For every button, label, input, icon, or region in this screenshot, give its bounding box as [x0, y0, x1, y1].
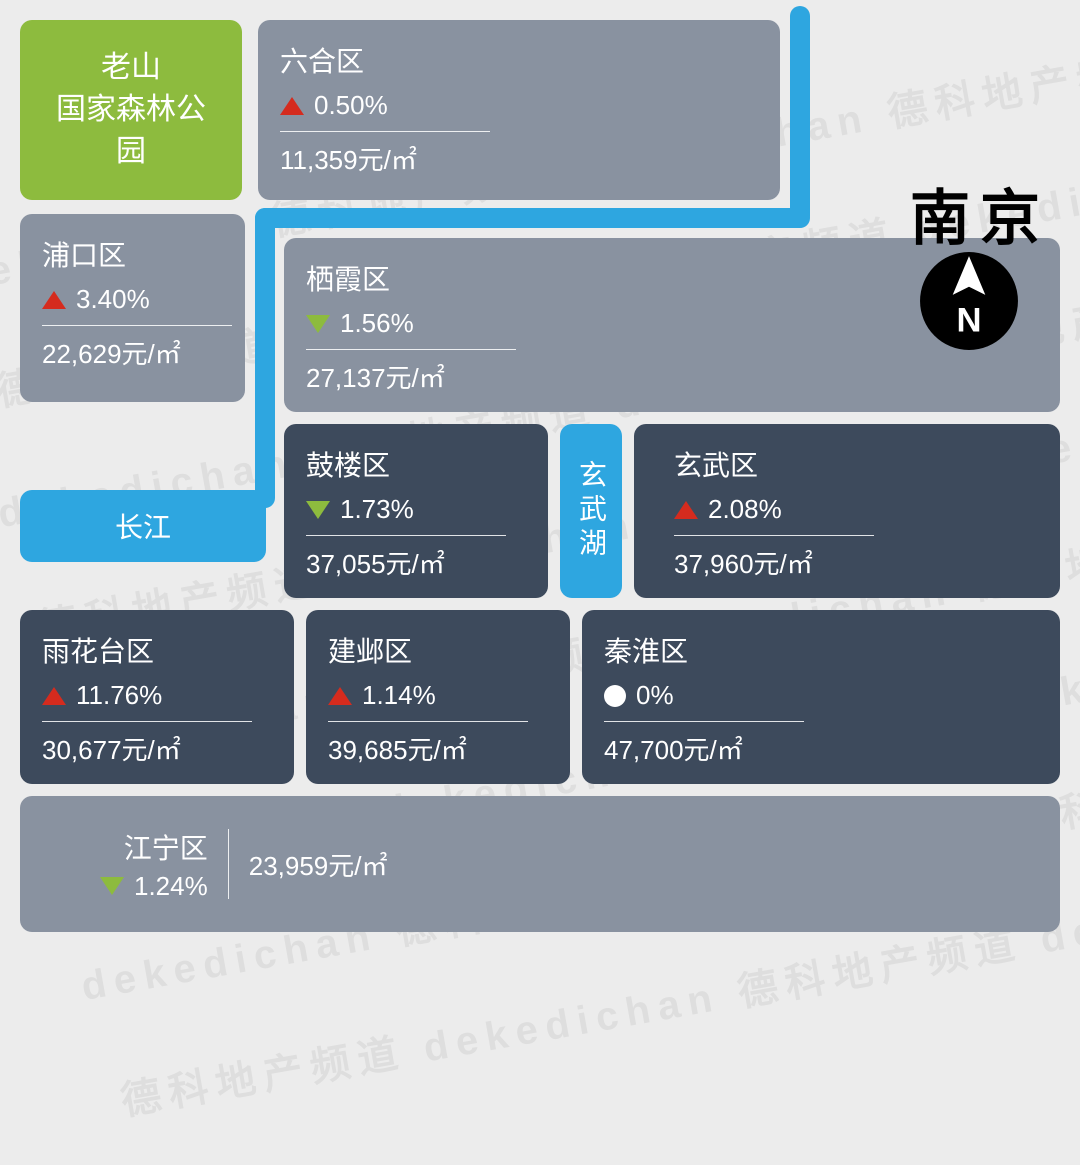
up-triangle-icon	[328, 687, 352, 705]
park-line2: 国家森林公园	[42, 89, 220, 173]
down-triangle-icon	[100, 877, 124, 895]
river-vertical-top	[790, 6, 810, 226]
district-yuhua: 雨花台区 11.76% 30,677元/㎡	[20, 610, 294, 784]
pukou-name: 浦口区	[42, 234, 223, 274]
xuanwu-name: 玄武区	[674, 444, 1038, 484]
jianye-name: 建邺区	[328, 630, 548, 670]
divider	[228, 829, 229, 899]
district-qinhuai: 秦淮区 0% 47,700元/㎡	[582, 610, 1060, 784]
gulou-pct: 1.73%	[340, 494, 414, 525]
city-title: 南京	[910, 170, 1050, 257]
down-triangle-icon	[306, 315, 330, 333]
liuhe-price: 11,359元/㎡	[280, 132, 758, 177]
jiangning-name: 江宁区	[100, 827, 208, 867]
compass-north-icon: N	[918, 250, 1020, 352]
district-liuhe: 六合区 0.50% 11,359元/㎡	[258, 20, 780, 200]
park-block: 老山 国家森林公园	[20, 20, 242, 200]
gulou-name: 鼓楼区	[306, 444, 526, 484]
district-pukou: 浦口区 3.40% 22,629元/㎡	[20, 214, 245, 402]
jiangning-pct: 1.24%	[134, 871, 208, 902]
river-vertical-mid	[255, 208, 275, 508]
pukou-price: 22,629元/㎡	[42, 326, 223, 371]
district-jianye: 建邺区 1.14% 39,685元/㎡	[306, 610, 570, 784]
xuanwu-price: 37,960元/㎡	[674, 536, 1038, 581]
river-label: 长江	[115, 506, 171, 546]
district-xuanwu: 玄武区 2.08% 37,960元/㎡	[634, 424, 1060, 598]
lake-label: 玄武湖	[571, 460, 611, 562]
xuanwu-pct: 2.08%	[708, 494, 782, 525]
up-triangle-icon	[42, 687, 66, 705]
up-triangle-icon	[674, 501, 698, 519]
pukou-pct: 3.40%	[76, 284, 150, 315]
qixia-price: 27,137元/㎡	[306, 350, 1038, 395]
jianye-pct: 1.14%	[362, 680, 436, 711]
liuhe-name: 六合区	[280, 40, 758, 80]
district-gulou: 鼓楼区 1.73% 37,055元/㎡	[284, 424, 548, 598]
district-jiangning: 江宁区 1.24% 23,959元/㎡	[20, 796, 1060, 932]
river-label-block: 长江	[20, 490, 266, 562]
liuhe-pct: 0.50%	[314, 90, 388, 121]
jiangning-price: 23,959元/㎡	[249, 846, 388, 883]
qinhuai-price: 47,700元/㎡	[604, 722, 1038, 767]
river-horizontal	[255, 208, 810, 228]
flat-circle-icon	[604, 685, 626, 707]
jianye-price: 39,685元/㎡	[328, 722, 548, 767]
lake-block: 玄武湖	[560, 424, 622, 598]
up-triangle-icon	[42, 291, 66, 309]
yuhua-name: 雨花台区	[42, 630, 272, 670]
qinhuai-name: 秦淮区	[604, 630, 1038, 670]
up-triangle-icon	[280, 97, 304, 115]
park-line1: 老山	[42, 47, 220, 89]
gulou-price: 37,055元/㎡	[306, 536, 526, 581]
yuhua-price: 30,677元/㎡	[42, 722, 272, 767]
qixia-pct: 1.56%	[340, 308, 414, 339]
compass-letter: N	[956, 302, 981, 340]
yuhua-pct: 11.76%	[76, 680, 162, 711]
down-triangle-icon	[306, 501, 330, 519]
qinhuai-pct: 0%	[636, 680, 674, 711]
